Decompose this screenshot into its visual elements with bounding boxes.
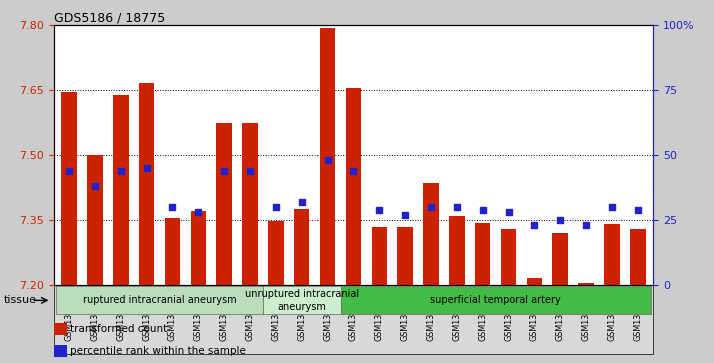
Point [503, 209, 514, 215]
Point [218, 168, 230, 174]
Bar [320, 28, 336, 285]
Point [477, 207, 488, 213]
Bar [341, 286, 650, 314]
Point [167, 204, 178, 210]
Point [64, 168, 75, 174]
Text: transformed count: transformed count [71, 325, 168, 334]
Point [322, 158, 333, 163]
Point [426, 204, 437, 210]
Point [296, 199, 308, 205]
Point [244, 168, 256, 174]
Point [270, 204, 281, 210]
Bar [604, 224, 620, 285]
Point [632, 207, 643, 213]
Bar [263, 286, 341, 314]
Text: ruptured intracranial aneurysm: ruptured intracranial aneurysm [83, 295, 236, 305]
Bar [139, 82, 154, 285]
Bar [630, 229, 645, 285]
Point [141, 165, 152, 171]
Point [580, 223, 592, 228]
Bar [294, 209, 309, 285]
Bar [371, 227, 387, 285]
Bar [56, 286, 263, 314]
Bar [527, 278, 542, 285]
Text: GDS5186 / 18775: GDS5186 / 18775 [54, 11, 165, 24]
Bar [449, 216, 465, 285]
Bar [242, 123, 258, 285]
Bar [346, 88, 361, 285]
Bar [216, 123, 232, 285]
Bar [54, 323, 66, 335]
Point [89, 183, 101, 189]
Bar [423, 183, 438, 285]
Bar [54, 346, 66, 357]
Bar [553, 233, 568, 285]
Bar [578, 283, 594, 285]
Point [606, 204, 618, 210]
Bar [113, 95, 129, 285]
Bar [87, 155, 103, 285]
Point [528, 223, 540, 228]
Point [348, 168, 359, 174]
Point [555, 217, 566, 223]
Bar [501, 229, 516, 285]
Text: unruptured intracranial
aneurysm: unruptured intracranial aneurysm [245, 289, 359, 311]
Bar [268, 221, 283, 285]
Text: percentile rank within the sample: percentile rank within the sample [71, 346, 246, 356]
Point [115, 168, 126, 174]
Point [373, 207, 385, 213]
Point [399, 212, 411, 218]
Point [451, 204, 463, 210]
Bar [475, 223, 491, 285]
Bar [165, 218, 180, 285]
Bar [191, 211, 206, 285]
Bar [398, 228, 413, 285]
Bar [61, 93, 77, 285]
Point [193, 209, 204, 215]
Text: superficial temporal artery: superficial temporal artery [431, 295, 561, 305]
Text: tissue: tissue [4, 295, 36, 305]
